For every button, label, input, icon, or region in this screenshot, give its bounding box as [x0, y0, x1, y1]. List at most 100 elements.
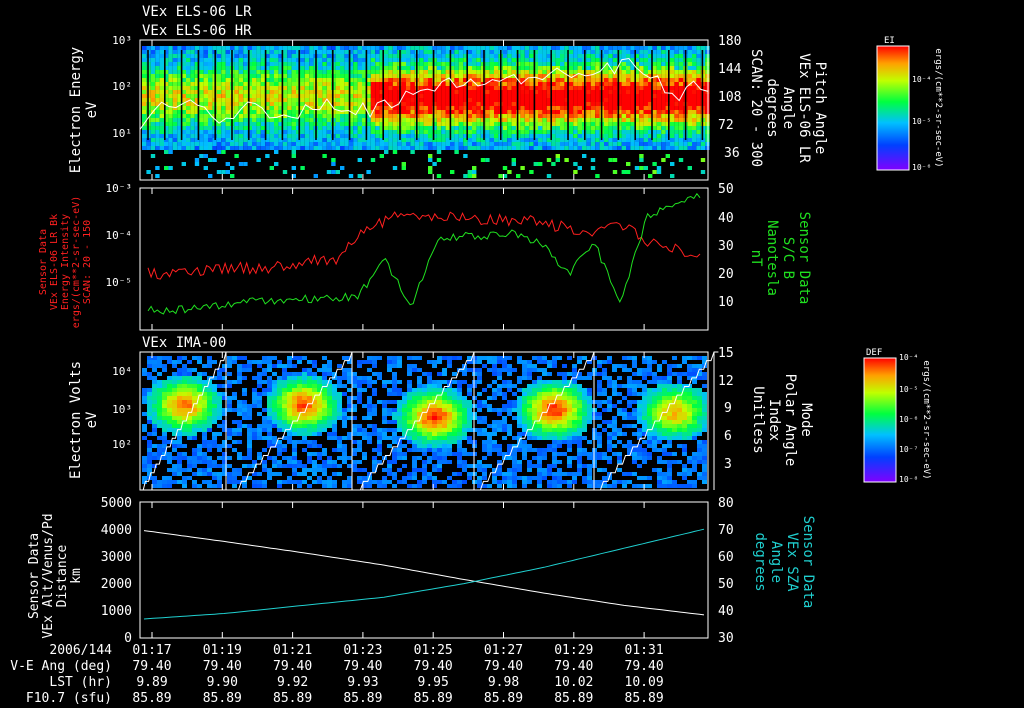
heat-cell	[546, 46, 552, 50]
heat-cell	[282, 130, 288, 134]
heat-cell	[247, 46, 252, 50]
heat-cell	[335, 58, 340, 62]
heat-cell	[278, 94, 283, 98]
heat-cell	[317, 456, 322, 460]
heat-cell	[269, 134, 274, 138]
heat-cell	[626, 138, 631, 142]
heat-cell	[417, 404, 422, 408]
heat-cell	[454, 146, 459, 150]
heat-cell	[267, 360, 272, 364]
heat-cell	[282, 78, 288, 82]
heat-cell	[590, 66, 596, 70]
heat-cell	[159, 134, 164, 138]
heat-cell	[242, 356, 247, 360]
heat-cell	[665, 90, 670, 94]
heat-cell	[436, 138, 442, 142]
heat-cell	[168, 134, 173, 138]
heat-cell	[524, 86, 530, 90]
heat-cell	[168, 110, 173, 114]
heat-cell	[621, 110, 626, 114]
heat-cell	[186, 70, 191, 74]
heat-cell	[529, 86, 534, 90]
heat-cell	[372, 456, 377, 460]
heat-cell	[186, 130, 191, 134]
heat-cell	[243, 126, 248, 130]
heat-cell	[445, 54, 450, 58]
heat-cell	[401, 106, 406, 110]
heat-cell	[194, 54, 200, 58]
heat-cell	[257, 392, 262, 396]
heat-cell	[322, 82, 327, 86]
heat-cell	[247, 440, 252, 444]
heat-cell	[327, 436, 332, 440]
heat-cell	[353, 66, 358, 70]
heat-cell	[551, 106, 556, 110]
heat-cell	[142, 436, 147, 440]
heat-cell	[216, 170, 222, 174]
heat-cell	[187, 396, 192, 400]
heat-cell	[312, 472, 317, 476]
heat-cell	[652, 94, 657, 98]
heat-cell	[480, 82, 486, 86]
heat-cell	[312, 400, 317, 404]
heat-cell	[524, 110, 530, 114]
heat-cell	[590, 118, 596, 122]
heat-cell	[155, 46, 160, 50]
heat-cell	[437, 420, 442, 424]
heat-cell	[187, 412, 192, 416]
heat-cell	[375, 122, 380, 126]
heat-cell	[147, 400, 152, 404]
heat-cell	[502, 110, 508, 114]
heat-cell	[234, 110, 239, 114]
heat-cell	[419, 114, 424, 118]
heat-cell	[661, 114, 666, 118]
heat-cell	[661, 106, 666, 110]
heat-cell	[199, 122, 204, 126]
heat-cell	[181, 138, 186, 142]
heat-cell	[422, 420, 427, 424]
heat-cell	[274, 74, 279, 78]
heat-cell	[388, 142, 393, 146]
heat-cell	[402, 392, 407, 396]
heat-cell	[417, 384, 422, 388]
heat-cell	[375, 82, 380, 86]
heat-cell	[242, 364, 247, 368]
heat-cell	[674, 94, 679, 98]
heat-cell	[586, 98, 591, 102]
heat-cell	[278, 102, 283, 106]
heat-cell	[167, 360, 172, 364]
heat-cell	[412, 424, 417, 428]
heat-cell	[670, 62, 675, 66]
heat-cell	[342, 456, 347, 460]
heat-cell	[317, 384, 322, 388]
heat-cell	[357, 480, 362, 484]
heat-cell	[287, 376, 292, 380]
heat-cell	[256, 106, 261, 110]
heat-cell	[322, 356, 327, 360]
heat-cell	[529, 98, 534, 102]
heat-cell	[282, 408, 287, 412]
heat-cell	[419, 142, 424, 146]
heat-cell	[296, 142, 301, 146]
heat-cell	[612, 146, 618, 150]
heat-cell	[692, 110, 697, 114]
heat-cell	[612, 54, 618, 58]
heat-cell	[216, 118, 222, 122]
heat-cell	[705, 90, 710, 94]
heat-cell	[412, 432, 417, 436]
heat-cell	[656, 70, 662, 74]
heat-cell	[300, 114, 305, 118]
heat-cell	[287, 118, 292, 122]
heat-cell	[326, 54, 332, 58]
heat-cell	[428, 118, 433, 122]
heat-cell	[207, 460, 212, 464]
heat-cell	[317, 396, 322, 400]
heat-cell	[410, 98, 415, 102]
heat-cell	[604, 50, 609, 54]
heat-cell	[202, 364, 207, 368]
heat-cell	[342, 452, 347, 456]
heat-cell	[243, 134, 248, 138]
heat-cell	[648, 106, 653, 110]
heat-cell	[458, 82, 464, 86]
heat-cell	[277, 364, 282, 368]
